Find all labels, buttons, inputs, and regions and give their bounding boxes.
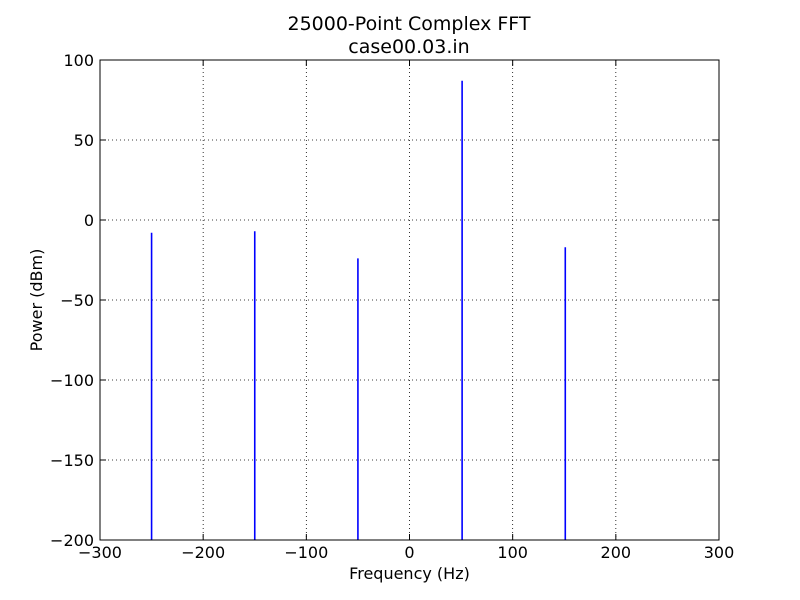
axis-ticks: −300 −200 −100 0 100 200 300−200−150−100−50050… <box>50 51 734 562</box>
x-tick-label: 100 <box>497 543 528 562</box>
y-tick-label: 100 <box>63 51 94 70</box>
x-tick-label: 200 <box>601 543 632 562</box>
y-tick-label: −100 <box>50 371 94 390</box>
y-tick-label: −50 <box>60 291 94 310</box>
x-tick-label: 0 <box>404 543 414 562</box>
x-tick-label: 300 <box>704 543 735 562</box>
y-tick-label: 50 <box>74 131 94 150</box>
y-tick-label: −150 <box>50 451 94 470</box>
chart-subtitle: case00.03.in <box>348 36 469 58</box>
y-tick-label: −200 <box>50 531 94 550</box>
chart-title: 25000-Point Complex FFT <box>287 13 530 35</box>
x-tick-label: −300 <box>78 543 122 562</box>
y-axis-label: Power (dBm) <box>27 249 46 352</box>
x-axis-label: Frequency (Hz) <box>349 564 470 583</box>
series-spectrum <box>150 80 567 540</box>
x-tick-label: −200 <box>181 543 225 562</box>
x-tick-label: −100 <box>284 543 328 562</box>
y-tick-label: 0 <box>84 211 94 230</box>
grid <box>100 60 719 540</box>
